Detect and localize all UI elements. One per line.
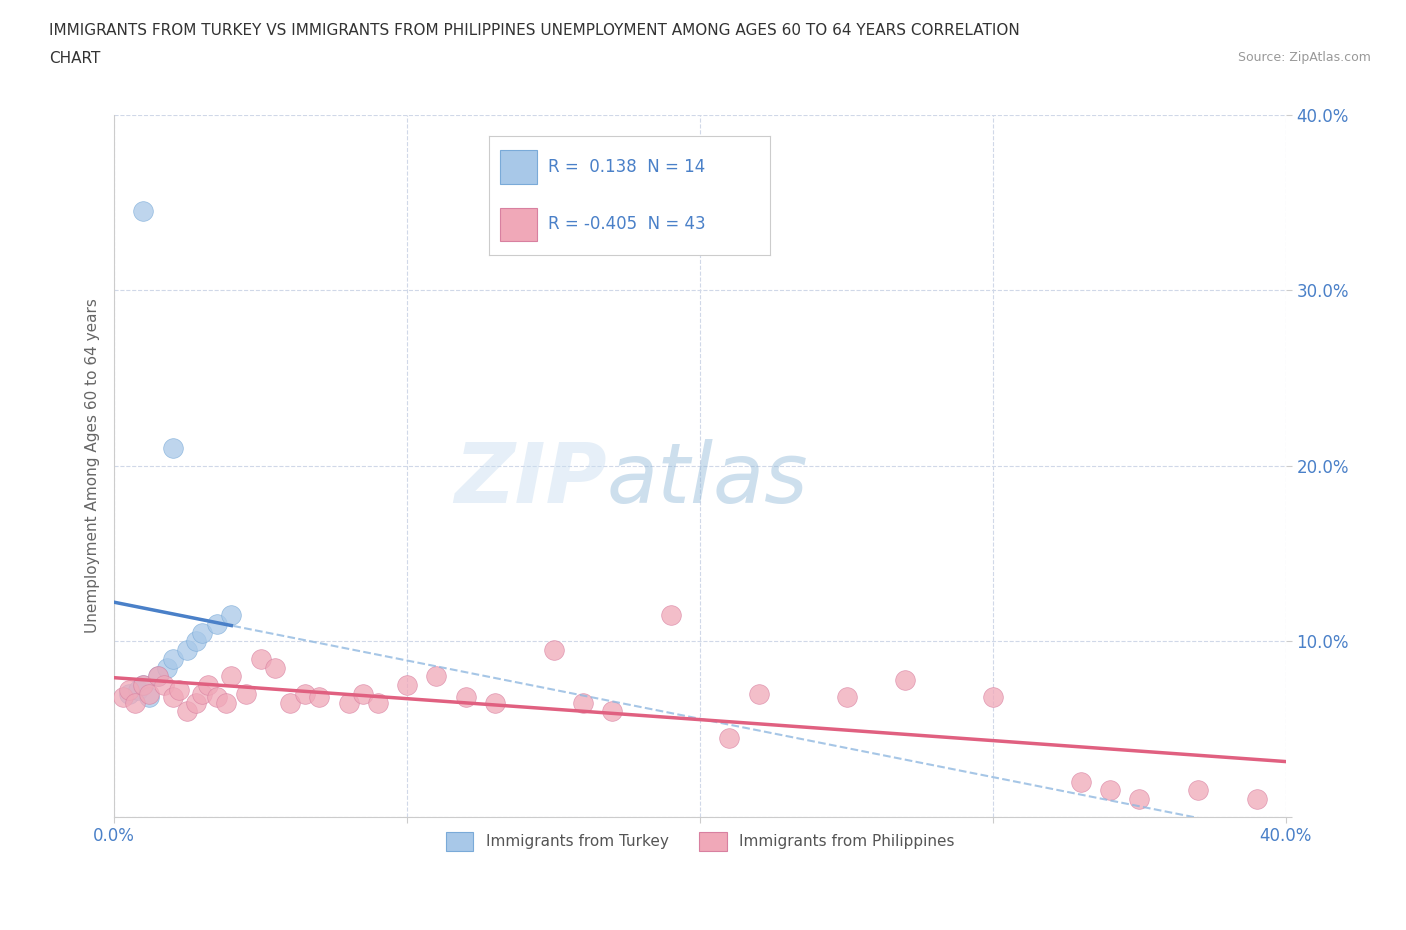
Point — [111, 690, 134, 705]
Point — [249, 651, 271, 666]
Point — [278, 696, 301, 711]
Text: atlas: atlas — [606, 439, 808, 521]
Point — [425, 669, 447, 684]
Point — [337, 696, 360, 711]
Point — [572, 696, 595, 711]
Point — [205, 690, 228, 705]
Text: ZIP: ZIP — [454, 439, 606, 521]
Point — [167, 683, 190, 698]
Point — [235, 686, 257, 701]
Point — [264, 660, 287, 675]
Point — [118, 686, 141, 701]
Point — [132, 678, 155, 693]
Point — [132, 204, 155, 219]
Point — [205, 617, 228, 631]
Text: Source: ZipAtlas.com: Source: ZipAtlas.com — [1237, 51, 1371, 64]
Point — [118, 683, 141, 698]
Point — [1128, 791, 1150, 806]
Text: IMMIGRANTS FROM TURKEY VS IMMIGRANTS FROM PHILIPPINES UNEMPLOYMENT AMONG AGES 60: IMMIGRANTS FROM TURKEY VS IMMIGRANTS FRO… — [49, 23, 1019, 38]
Point — [894, 672, 917, 687]
Point — [124, 696, 146, 711]
Text: CHART: CHART — [49, 51, 101, 66]
Point — [186, 634, 208, 649]
Point — [156, 660, 179, 675]
Point — [543, 643, 565, 658]
Point — [718, 730, 741, 745]
Point — [221, 607, 243, 622]
Point — [191, 625, 214, 640]
Point — [484, 696, 506, 711]
Point — [153, 678, 176, 693]
Point — [214, 696, 236, 711]
Point — [1099, 783, 1122, 798]
Point — [1070, 774, 1092, 789]
Point — [162, 651, 184, 666]
Legend: Immigrants from Turkey, Immigrants from Philippines: Immigrants from Turkey, Immigrants from … — [439, 824, 962, 858]
Y-axis label: Unemployment Among Ages 60 to 64 years: Unemployment Among Ages 60 to 64 years — [86, 299, 100, 633]
Point — [197, 678, 219, 693]
Point — [146, 669, 169, 684]
Point — [186, 696, 208, 711]
Point — [1187, 783, 1209, 798]
Point — [454, 690, 477, 705]
Point — [176, 643, 198, 658]
Point — [659, 607, 682, 622]
Point — [191, 686, 214, 701]
Point — [308, 690, 330, 705]
Point — [176, 704, 198, 719]
Point — [162, 441, 184, 456]
Point — [396, 678, 419, 693]
Point — [352, 686, 374, 701]
Point — [981, 690, 1004, 705]
Point — [294, 686, 316, 701]
Point — [162, 690, 184, 705]
Point — [146, 669, 169, 684]
Point — [367, 696, 389, 711]
Point — [1246, 791, 1268, 806]
Point — [748, 686, 770, 701]
Point — [138, 686, 160, 701]
Point — [835, 690, 858, 705]
Point — [132, 678, 155, 693]
Point — [221, 669, 243, 684]
Point — [127, 683, 149, 698]
Point — [138, 690, 160, 705]
Point — [600, 704, 623, 719]
